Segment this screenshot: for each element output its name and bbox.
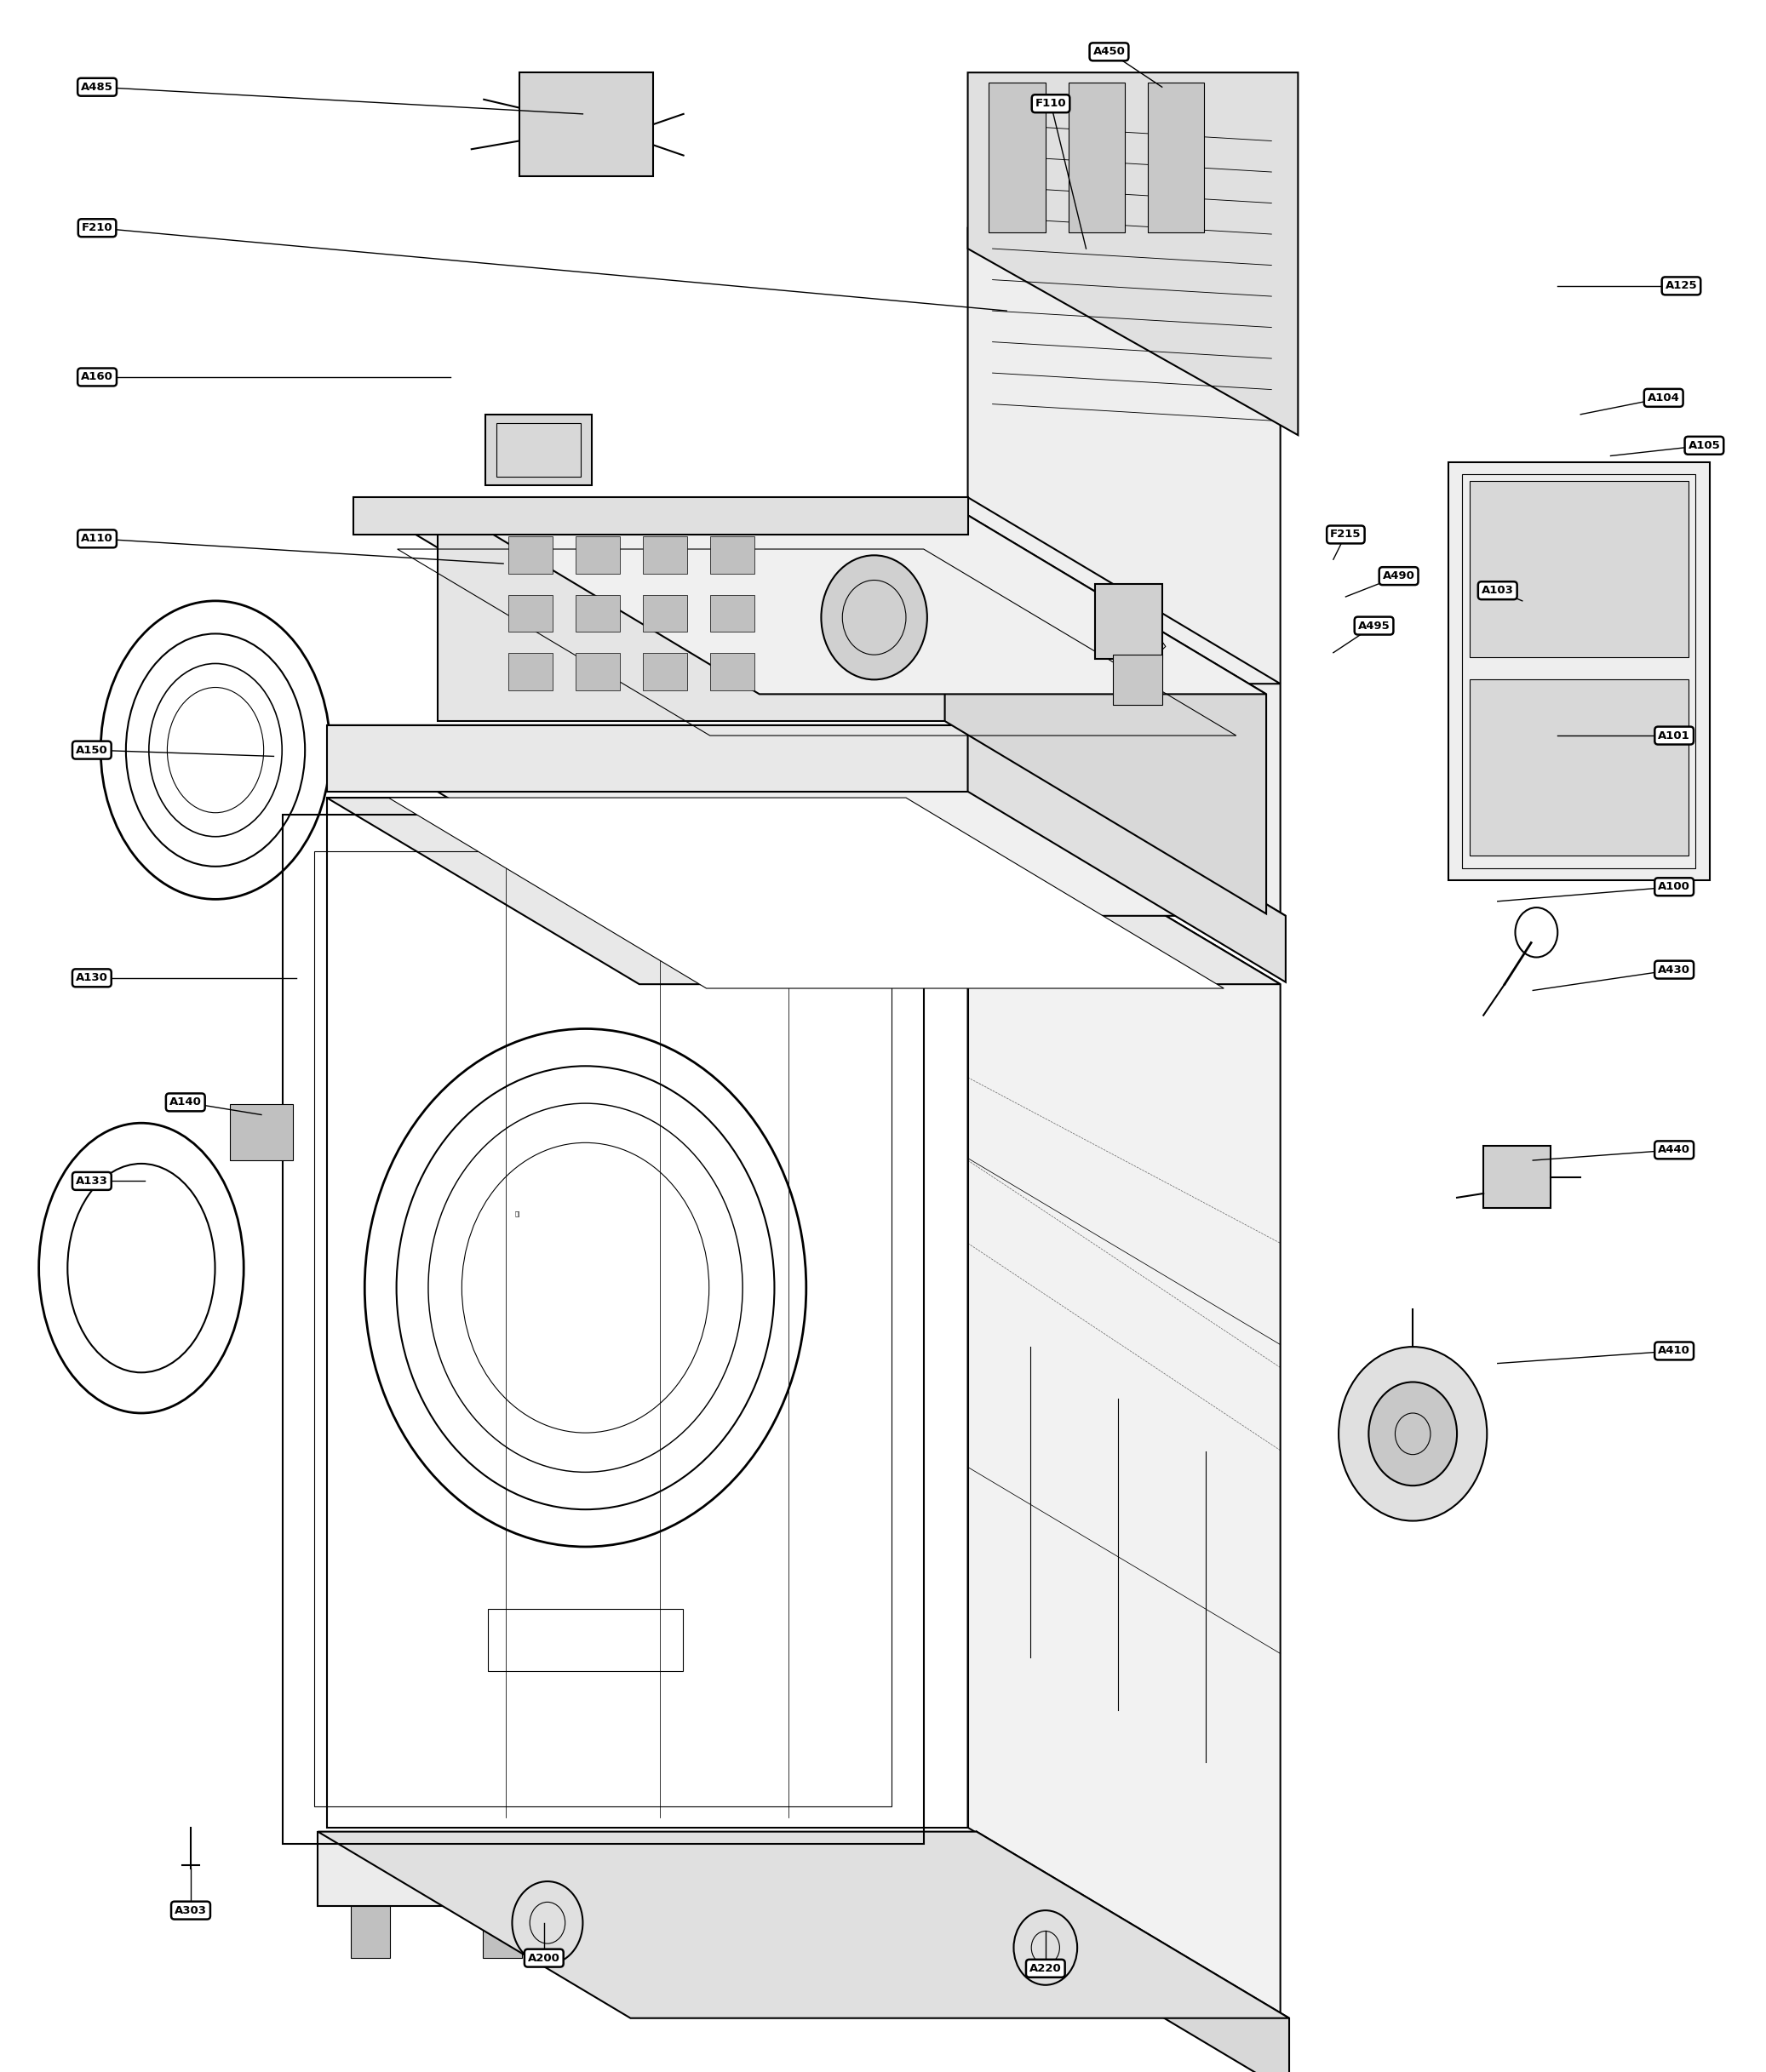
- Polygon shape: [327, 798, 1280, 984]
- Text: A303: A303: [175, 1904, 207, 1917]
- Polygon shape: [710, 537, 754, 574]
- Polygon shape: [1483, 1146, 1551, 1208]
- Polygon shape: [710, 653, 754, 690]
- Polygon shape: [576, 595, 620, 632]
- Polygon shape: [660, 1906, 699, 1958]
- Polygon shape: [486, 414, 592, 485]
- Polygon shape: [1469, 481, 1688, 657]
- Polygon shape: [438, 501, 1266, 694]
- Text: A450: A450: [1093, 46, 1125, 58]
- Polygon shape: [327, 725, 968, 792]
- Polygon shape: [389, 798, 1224, 988]
- Polygon shape: [945, 501, 1266, 914]
- Polygon shape: [318, 1832, 1289, 2018]
- Text: A440: A440: [1658, 1144, 1690, 1156]
- Circle shape: [1339, 1347, 1487, 1521]
- Polygon shape: [353, 497, 1280, 684]
- Text: A485: A485: [81, 81, 113, 93]
- Polygon shape: [519, 73, 653, 176]
- Polygon shape: [509, 537, 553, 574]
- Polygon shape: [968, 228, 1280, 978]
- Polygon shape: [353, 497, 968, 535]
- Polygon shape: [643, 595, 687, 632]
- Text: A110: A110: [81, 533, 113, 545]
- Polygon shape: [643, 653, 687, 690]
- Text: A125: A125: [1665, 280, 1697, 292]
- Polygon shape: [351, 1906, 390, 1958]
- Text: F210: F210: [81, 222, 113, 234]
- Polygon shape: [1148, 83, 1204, 232]
- Text: A140: A140: [170, 1096, 201, 1109]
- Polygon shape: [812, 1906, 851, 1958]
- Text: F215: F215: [1330, 528, 1362, 541]
- Text: A130: A130: [76, 972, 108, 984]
- Text: A105: A105: [1688, 439, 1720, 452]
- Text: A160: A160: [81, 371, 113, 383]
- Polygon shape: [968, 725, 1286, 982]
- Polygon shape: [482, 1906, 521, 1958]
- Polygon shape: [1095, 584, 1162, 659]
- Polygon shape: [968, 73, 1298, 435]
- Polygon shape: [509, 595, 553, 632]
- Text: A103: A103: [1482, 584, 1513, 597]
- Polygon shape: [1469, 680, 1688, 856]
- Text: A200: A200: [528, 1952, 560, 1964]
- Polygon shape: [1068, 83, 1125, 232]
- Polygon shape: [643, 537, 687, 574]
- Text: A220: A220: [1030, 1962, 1061, 1975]
- Polygon shape: [1113, 655, 1162, 704]
- Text: A490: A490: [1383, 570, 1415, 582]
- Polygon shape: [576, 653, 620, 690]
- Polygon shape: [977, 1832, 1289, 2072]
- Polygon shape: [968, 798, 1280, 2014]
- Text: F110: F110: [1035, 97, 1067, 110]
- Polygon shape: [327, 725, 1286, 916]
- Polygon shape: [230, 1104, 293, 1160]
- Text: A133: A133: [76, 1175, 108, 1187]
- Text: ㅣ|: ㅣ|: [516, 1210, 521, 1216]
- Polygon shape: [1448, 462, 1709, 881]
- Text: A100: A100: [1658, 881, 1690, 893]
- Text: A410: A410: [1658, 1345, 1690, 1357]
- Text: A495: A495: [1358, 620, 1390, 632]
- Text: A104: A104: [1648, 392, 1679, 404]
- Polygon shape: [710, 595, 754, 632]
- Polygon shape: [318, 1832, 977, 1906]
- Text: A101: A101: [1658, 729, 1690, 742]
- Text: A150: A150: [76, 744, 108, 756]
- Polygon shape: [989, 83, 1045, 232]
- Circle shape: [1369, 1382, 1457, 1486]
- Circle shape: [821, 555, 927, 680]
- Polygon shape: [509, 653, 553, 690]
- Text: A430: A430: [1658, 963, 1690, 976]
- Polygon shape: [438, 501, 945, 721]
- Polygon shape: [576, 537, 620, 574]
